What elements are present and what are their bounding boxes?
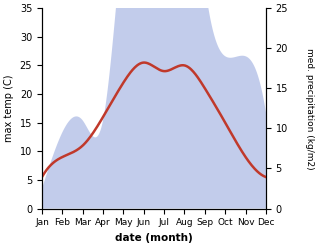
X-axis label: date (month): date (month) [115,233,193,243]
Y-axis label: med. precipitation (kg/m2): med. precipitation (kg/m2) [305,48,314,169]
Y-axis label: max temp (C): max temp (C) [4,75,14,142]
